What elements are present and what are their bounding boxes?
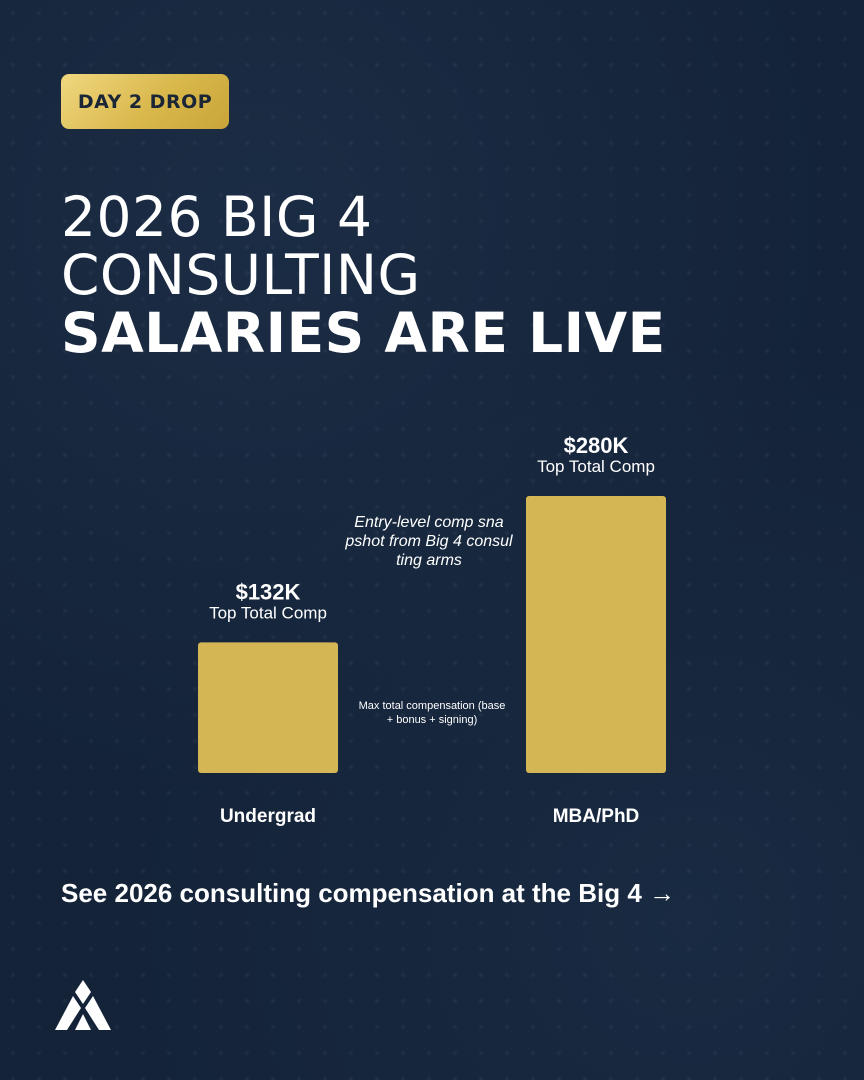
- chart-annotation-2-line-1: + bonus + signing): [387, 714, 478, 726]
- headline-line-1: 2026 BIG 4: [61, 185, 373, 249]
- bar-value-label-0: $132K: [236, 579, 301, 604]
- bar-1: [526, 496, 666, 773]
- headline-line-2: CONSULTING: [61, 243, 421, 307]
- bar-value-label-1: $280K: [564, 433, 629, 458]
- bar-sub-label-0: Top Total Comp: [209, 603, 327, 622]
- chart-annotation-1-line-0: Entry-level comp sna: [354, 514, 503, 531]
- cta-link[interactable]: See 2026 consulting compensation at the …: [61, 878, 676, 908]
- headline-line-3: SALARIES ARE LIVE: [61, 301, 666, 365]
- brand-mark-icon: [55, 980, 111, 1030]
- page-title: 2026 BIG 4 CONSULTING SALARIES ARE LIVE: [61, 188, 841, 362]
- category-label-0: Undergrad: [220, 806, 316, 827]
- bar-sub-label-1: Top Total Comp: [537, 457, 655, 476]
- chart-annotation-2-line-0: Max total compensation (base: [359, 700, 506, 712]
- bar-0: [198, 642, 338, 773]
- category-label-1: MBA/PhD: [553, 806, 640, 827]
- chart-annotation-1-line-2: ting arms: [396, 552, 462, 569]
- day-badge: DAY 2 DROP: [61, 74, 229, 129]
- chart-annotation-1-line-1: pshot from Big 4 consul: [344, 533, 513, 550]
